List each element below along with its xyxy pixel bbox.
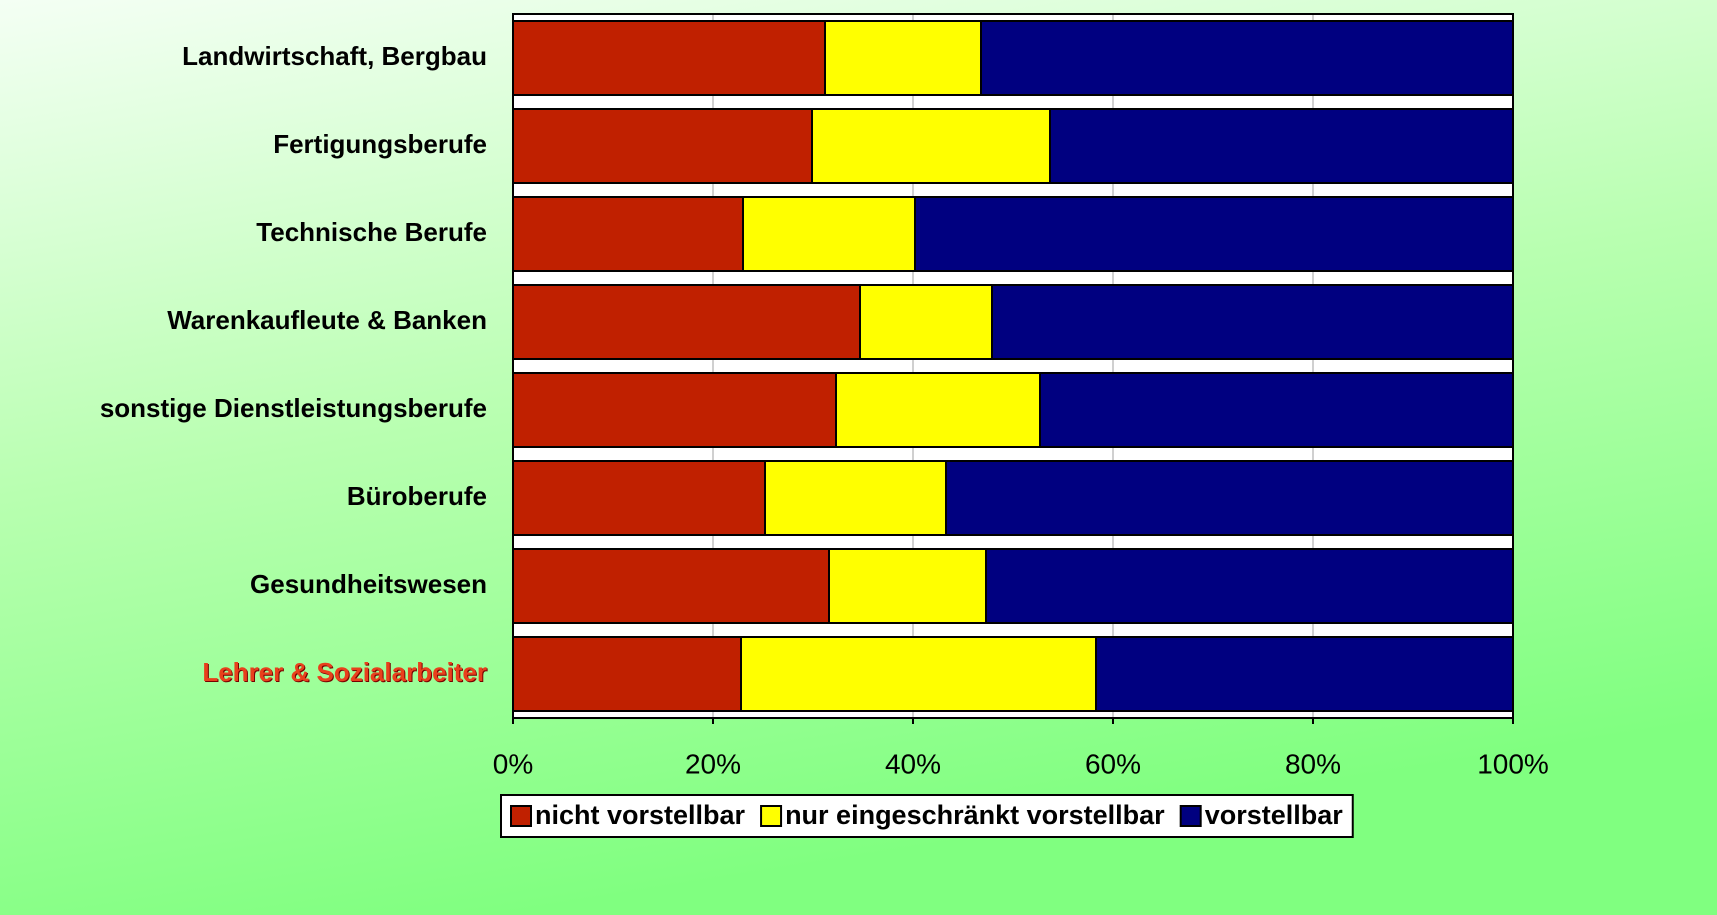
category-label: Landwirtschaft, Bergbau bbox=[182, 41, 487, 71]
bar-segment bbox=[811, 108, 1051, 184]
category-label: Fertigungsberufe bbox=[273, 129, 487, 159]
bar-segment bbox=[1039, 372, 1514, 448]
bar-segment bbox=[828, 548, 987, 624]
bar-segment bbox=[991, 284, 1514, 360]
bar-segment bbox=[512, 372, 837, 448]
x-tick-label: 40% bbox=[885, 748, 941, 779]
category-label: Büroberufe bbox=[347, 481, 487, 511]
bar-segment bbox=[985, 548, 1514, 624]
category-label: Technische Berufe bbox=[256, 217, 487, 247]
x-tick-label: 100% bbox=[1477, 748, 1549, 779]
legend-swatch bbox=[510, 805, 532, 827]
x-tick-label: 80% bbox=[1285, 748, 1341, 779]
bar-segment bbox=[512, 636, 742, 712]
x-tick-label: 20% bbox=[685, 748, 741, 779]
bar-segment bbox=[512, 20, 826, 96]
bar-segment bbox=[835, 372, 1041, 448]
legend-label: nicht vorstellbar bbox=[535, 800, 746, 830]
bar-segment bbox=[945, 460, 1514, 536]
bar-segment bbox=[980, 20, 1514, 96]
category-label: Lehrer & Sozialarbeiter bbox=[202, 657, 487, 687]
legend-swatch bbox=[1179, 805, 1202, 827]
category-label: Gesundheitswesen bbox=[250, 569, 487, 599]
legend-label: vorstellbar bbox=[1205, 800, 1344, 830]
bar-segment bbox=[1049, 108, 1514, 184]
bar-segment bbox=[512, 548, 830, 624]
bar-segment bbox=[512, 460, 766, 536]
category-label: sonstige Dienstleistungsberufe bbox=[100, 393, 487, 423]
legend-swatch bbox=[760, 805, 783, 827]
bar-segment bbox=[740, 636, 1097, 712]
bar-segment bbox=[742, 196, 916, 272]
bar-segment bbox=[512, 284, 861, 360]
bar-segment bbox=[512, 108, 813, 184]
x-tick-label: 0% bbox=[493, 748, 533, 779]
bar-segment bbox=[764, 460, 947, 536]
bar-segment bbox=[824, 20, 982, 96]
bar-segment bbox=[1095, 636, 1514, 712]
bar-segment bbox=[859, 284, 993, 360]
category-label: Warenkaufleute & Banken bbox=[167, 305, 487, 335]
bar-segment bbox=[914, 196, 1514, 272]
legend-label: nur eingeschränkt vorstellbar bbox=[785, 800, 1165, 830]
legend-box bbox=[500, 794, 1354, 838]
plot-border bbox=[512, 13, 1514, 719]
bar-segment bbox=[512, 196, 744, 272]
x-tick-label: 60% bbox=[1085, 748, 1141, 779]
